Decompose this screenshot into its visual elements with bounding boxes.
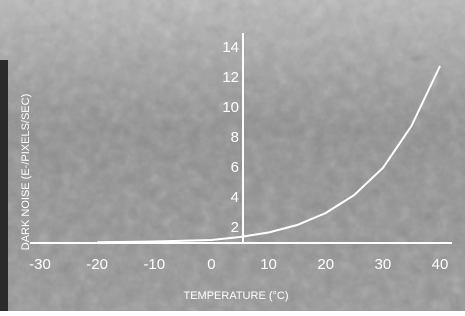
x-tick-label: 40: [432, 256, 449, 273]
y-tick-label: 12: [222, 69, 239, 86]
y-tick-label: 10: [222, 99, 239, 116]
x-tick-label: 0: [207, 256, 215, 273]
x-tick-label: 20: [317, 256, 334, 273]
x-tick-label: 10: [260, 256, 277, 273]
y-tick-label: 14: [222, 39, 239, 56]
y-tick-label: 8: [231, 129, 239, 146]
y-tick-label: 6: [231, 159, 239, 176]
x-tick-label: -30: [29, 256, 51, 273]
chart: TEMPERATURE (°C) DARK NOISE (E-/PIXELS/S…: [0, 0, 465, 311]
left-edge: [0, 60, 8, 311]
x-tick-label: -20: [86, 256, 108, 273]
x-tick-label: 30: [375, 256, 392, 273]
y-tick-label: 2: [231, 219, 239, 236]
x-tick-label: -10: [143, 256, 165, 273]
y-axis-label: DARK NOISE (E-/PIXELS/SEC): [20, 94, 32, 250]
x-axis-label: TEMPERATURE (°C): [183, 290, 288, 302]
y-tick-label: 4: [231, 189, 239, 206]
